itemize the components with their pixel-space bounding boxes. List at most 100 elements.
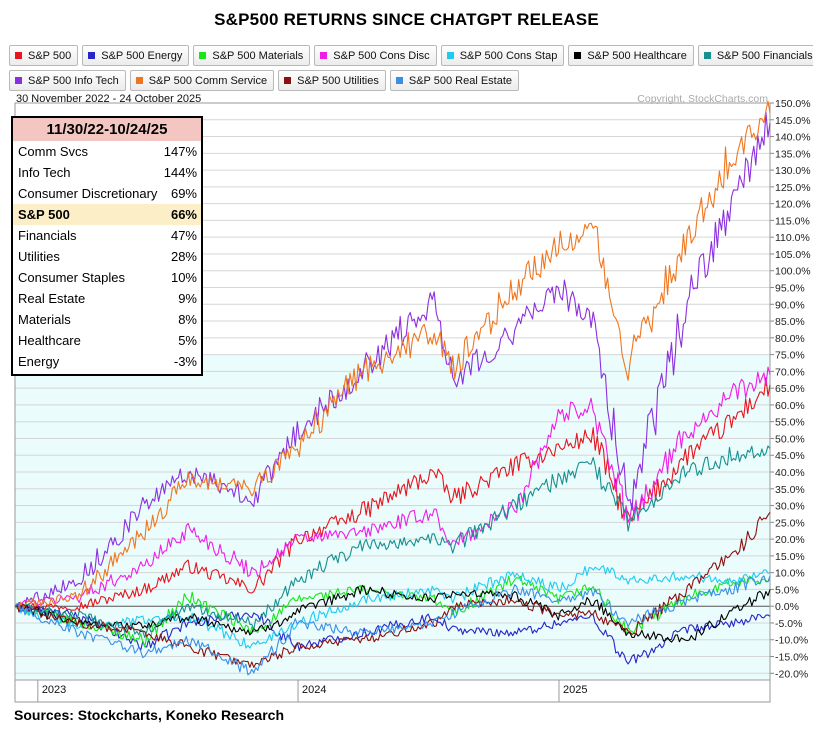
summary-row: Healthcare 5%	[13, 330, 201, 351]
series-line	[14, 366, 771, 610]
summary-label: Consumer Staples	[18, 270, 125, 285]
legend-swatch	[574, 52, 582, 59]
legend-swatch	[320, 52, 328, 59]
legend-item[interactable]: S&P 500 Cons Stap	[440, 45, 565, 66]
legend-swatch	[199, 52, 207, 59]
y-tick-label: -15.0%	[775, 652, 808, 664]
summary-label: Financials	[18, 228, 77, 243]
y-tick-label: 110.0%	[775, 232, 810, 244]
y-tick-label: 95.0%	[775, 283, 805, 295]
series-line	[14, 111, 771, 610]
legend-label: S&P 500 Real Estate	[408, 74, 513, 87]
y-tick-label: 45.0%	[775, 450, 805, 462]
summary-rows: Comm Svcs 147% Info Tech 144% Consumer Discr…	[13, 141, 201, 372]
chart-title: S&P500 RETURNS SINCE CHATGPT RELEASE	[214, 10, 599, 29]
series-group	[14, 100, 771, 676]
summary-row: Utilities 28%	[13, 246, 201, 267]
summary-table: 11/30/22-10/24/25 Comm Svcs 147% Info Tech…	[11, 116, 203, 376]
summary-label: Consumer Discretionary	[18, 186, 158, 201]
x-tick-label: 2024	[302, 684, 326, 696]
summary-row: Info Tech 144%	[13, 162, 201, 183]
summary-value: 28%	[170, 249, 197, 264]
y-tick-label: 55.0%	[775, 417, 805, 429]
y-tick-label: 65.0%	[775, 383, 805, 395]
y-tick-label: 35.0%	[775, 484, 805, 496]
y-tick-label: 120.0%	[775, 199, 811, 211]
summary-value: 9%	[178, 291, 197, 306]
y-tick-label: 30.0%	[775, 501, 805, 513]
legend-swatch	[703, 52, 711, 59]
summary-label: S&P 500	[18, 207, 70, 222]
y-tick-label: -10.0%	[775, 635, 808, 647]
y-tick-label: 90.0%	[775, 299, 805, 311]
legend-item[interactable]: S&P 500 Cons Disc	[314, 45, 437, 66]
summary-label: Real Estate	[18, 291, 86, 306]
y-tick-label: 60.0%	[775, 400, 805, 412]
y-tick-label: 85.0%	[775, 316, 805, 328]
legend-swatch	[15, 52, 22, 59]
legend-swatch	[135, 77, 143, 84]
y-tick-label: -5.0%	[775, 618, 802, 630]
summary-value: 47%	[170, 228, 197, 243]
y-tick-label: 80.0%	[775, 333, 805, 345]
legend-item[interactable]: S&P 500 Real Estate	[389, 70, 520, 91]
summary-row: Consumer Discretionary 69%	[13, 183, 201, 204]
summary-label: Energy	[18, 354, 60, 369]
summary-value: 5%	[178, 333, 197, 348]
legend-item[interactable]: S&P 500 Materials	[193, 45, 311, 66]
summary-label: Utilities	[18, 249, 60, 264]
y-tick-label: 125.0%	[775, 182, 811, 194]
legend-row: S&P 500 S&P 500 Energy S&P 500 Materials S&…	[9, 45, 813, 66]
y-tick-label: 140.0%	[775, 132, 811, 144]
x-axis-strip	[14, 679, 771, 703]
series-line	[14, 575, 771, 676]
y-tick-label: 145.0%	[775, 115, 811, 127]
legend-swatch	[15, 77, 22, 84]
x-tick-label: 2025	[563, 684, 587, 696]
summary-label: Comm Svcs	[18, 144, 89, 159]
legend-item[interactable]: S&P 500 Energy	[82, 45, 190, 66]
y-tick-label: 50.0%	[775, 433, 805, 445]
y-tick-label: 15.0%	[775, 551, 805, 563]
source-note: Sources: Stockcharts, Koneko Research	[14, 707, 284, 723]
legend-row: S&P 500 Info Tech S&P 500 Comm Service S&P…	[9, 70, 799, 91]
legend-label: S&P 500 Financials	[716, 49, 813, 62]
summary-value: -3%	[173, 354, 197, 369]
summary-value: 144%	[163, 165, 197, 180]
summary-row: Consumer Staples 10%	[13, 267, 201, 288]
legend-item[interactable]: S&P 500 Utilities	[278, 70, 386, 91]
legend-label: S&P 500 Cons Stap	[459, 49, 558, 62]
legend-item[interactable]: S&P 500 Financials	[697, 45, 813, 66]
legend-item[interactable]: S&P 500	[9, 45, 79, 66]
copyright: Copyright, StockCharts.com	[637, 93, 768, 105]
legend: S&P 500 S&P 500 Energy S&P 500 Materials S&…	[9, 45, 813, 95]
legend-swatch	[284, 77, 292, 84]
summary-value: 8%	[178, 312, 197, 327]
summary-row: Financials 47%	[13, 225, 201, 246]
summary-label: Healthcare	[18, 333, 81, 348]
y-tick-label: 100.0%	[775, 266, 811, 278]
summary-value: 147%	[163, 144, 197, 159]
legend-label: S&P 500 Info Tech	[28, 74, 119, 87]
legend-swatch	[395, 77, 403, 84]
y-tick-label: 20.0%	[775, 534, 805, 546]
y-tick-label: 75.0%	[775, 350, 805, 362]
series-line	[14, 584, 771, 643]
y-tick-label: 40.0%	[775, 467, 805, 479]
series-line	[14, 445, 771, 639]
date-range: 30 November 2022 - 24 October 2025	[16, 93, 201, 105]
y-tick-label: 25.0%	[775, 517, 805, 529]
legend-swatch	[446, 52, 454, 59]
y-tick-label: -20.0%	[775, 668, 808, 680]
series-line	[14, 100, 771, 610]
legend-item[interactable]: S&P 500 Info Tech	[9, 70, 126, 91]
summary-value: 66%	[170, 207, 197, 222]
legend-label: S&P 500 Cons Disc	[333, 49, 430, 62]
summary-value: 10%	[170, 270, 197, 285]
y-tick-label: 150.0%	[775, 98, 811, 110]
legend-label: S&P 500 Healthcare	[587, 49, 687, 62]
legend-item[interactable]: S&P 500 Healthcare	[568, 45, 694, 66]
summary-label: Materials	[18, 312, 71, 327]
summary-row: S&P 500 66%	[13, 204, 201, 225]
legend-item[interactable]: S&P 500 Comm Service	[129, 70, 275, 91]
